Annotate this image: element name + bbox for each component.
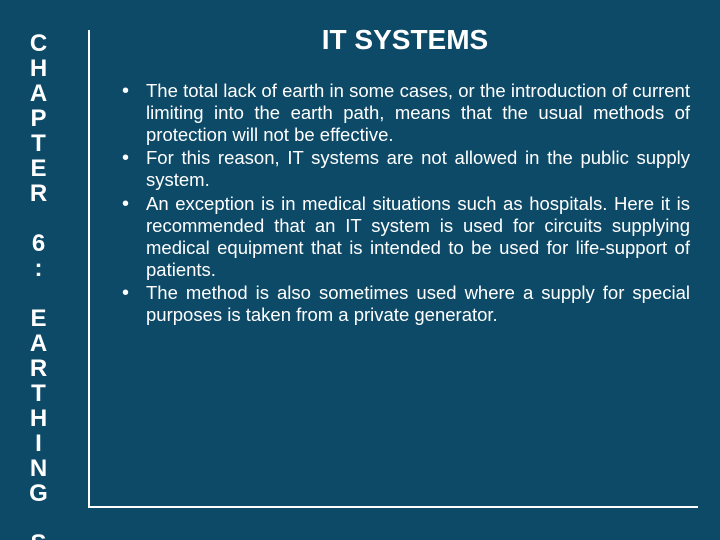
bullet-item: An exception is in medical situations su…	[120, 193, 690, 280]
slide-content: The total lack of earth in some cases, o…	[120, 80, 690, 328]
slide-title: IT SYSTEMS	[120, 24, 690, 56]
bullet-item: The method is also sometimes used where …	[120, 282, 690, 326]
chapter-sidebar: CHAPTER 6: EARTHING SYSTEM	[20, 30, 68, 510]
horizontal-divider	[88, 506, 698, 508]
vertical-divider	[88, 30, 90, 508]
chapter-label: CHAPTER 6: EARTHING SYSTEM	[26, 30, 50, 540]
bullet-item: The total lack of earth in some cases, o…	[120, 80, 690, 145]
bullet-list: The total lack of earth in some cases, o…	[120, 80, 690, 326]
bullet-item: For this reason, IT systems are not allo…	[120, 147, 690, 191]
